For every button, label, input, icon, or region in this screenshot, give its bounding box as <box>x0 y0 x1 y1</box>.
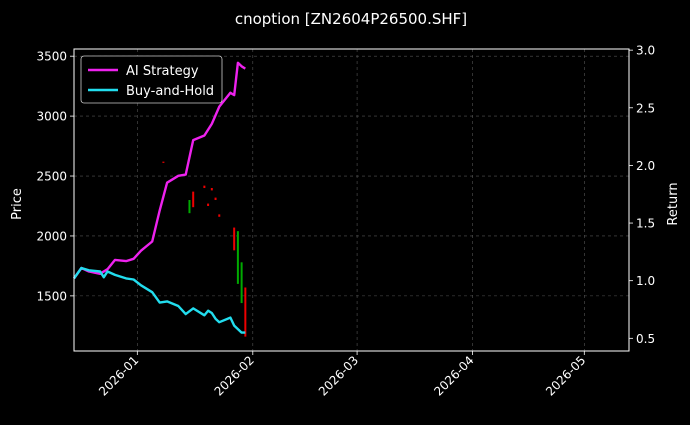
x-axis: 2026-01 2026-02 2026-03 2026-04 2026-05 <box>96 351 588 399</box>
x-tick-label: 2026-01 <box>96 353 141 398</box>
series-lines <box>73 61 246 334</box>
y-right-tick-label: 2.0 <box>636 159 655 173</box>
y-right-tick-label: 0.5 <box>636 332 655 346</box>
series-line-buy-and-hold <box>73 266 246 334</box>
y-axis-left-label: Price <box>10 188 25 220</box>
y-left-tick-label: 2500 <box>36 170 67 184</box>
legend-label-buy-and-hold: Buy-and-Hold <box>126 84 214 99</box>
legend: AI Strategy Buy-and-Hold <box>80 55 223 104</box>
series-line-ai-strategy <box>73 61 246 280</box>
y-axis-right-label: Return <box>666 182 681 225</box>
y-right-tick-label: 2.5 <box>636 101 655 115</box>
x-tick-label: 2026-03 <box>316 353 361 398</box>
chart-title: cnoption [ZN2604P26500.SHF] <box>235 10 467 28</box>
y-right-tick-label: 1.5 <box>636 217 655 231</box>
candles <box>162 161 247 337</box>
y-right-tick-label: 1.0 <box>636 274 655 288</box>
x-tick-label: 2026-05 <box>543 353 588 398</box>
x-tick-label: 2026-02 <box>212 353 257 398</box>
y-left-tick-label: 1500 <box>36 289 67 303</box>
plot-frame <box>73 48 630 352</box>
y-left-tick-label: 2000 <box>36 229 67 243</box>
y-left-tick-label: 3500 <box>36 50 67 64</box>
x-tick-label: 2026-04 <box>431 353 476 398</box>
y-right-tick-label: 3.0 <box>636 44 655 58</box>
y-axis-left: 1500 2000 2500 3000 3500 <box>36 50 74 303</box>
gridlines <box>74 49 629 351</box>
y-left-tick-label: 3000 <box>36 110 67 124</box>
y-axis-right: 0.5 1.0 1.5 2.0 2.5 3.0 <box>629 44 655 346</box>
legend-label-ai-strategy: AI Strategy <box>126 64 199 79</box>
